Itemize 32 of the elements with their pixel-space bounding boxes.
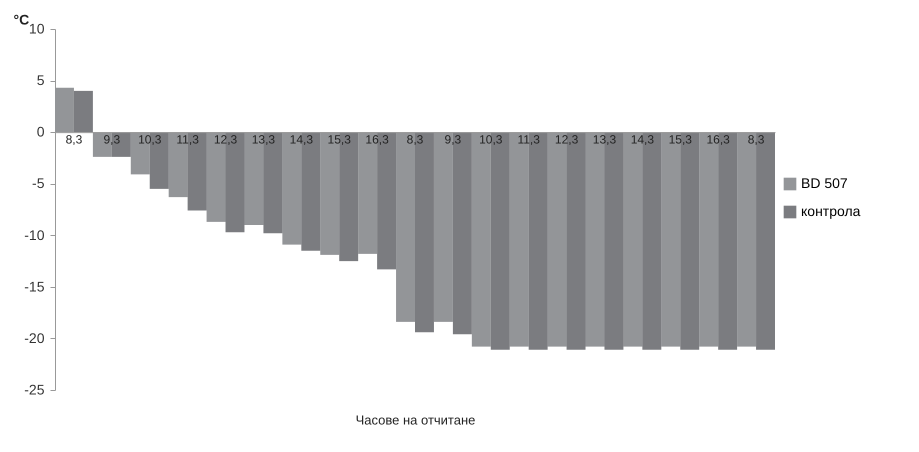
x-tick-label: 10,3 [138, 132, 162, 147]
x-tick-label: 13,3 [592, 132, 616, 147]
y-tick-label: -15 [24, 278, 45, 294]
x-tick-label: 14,3 [630, 132, 654, 147]
y-tick-label: -10 [24, 226, 45, 243]
y-tick-label: -25 [24, 382, 45, 398]
x-tick-label: 15,3 [668, 132, 692, 147]
x-tick-label: 12,3 [214, 132, 238, 147]
x-tick-label: 16,3 [365, 132, 390, 147]
x-tick-label: 8,3 [406, 132, 424, 147]
x-axis-title: Часове на отчитане [356, 412, 476, 428]
y-tick-label: 10 [28, 20, 45, 36]
x-tick-label: 11,3 [517, 132, 540, 147]
y-tick-label: 5 [36, 72, 45, 88]
legend-label: контрола [801, 203, 861, 220]
x-tick-label: 11,3 [176, 132, 200, 147]
y-tick-label: -20 [24, 330, 45, 346]
y-axis-title: °C [14, 12, 30, 28]
y-tick-label: -5 [32, 175, 45, 192]
x-tick-label: 14,3 [290, 132, 314, 147]
x-tick-label: 15,3 [328, 132, 352, 147]
x-tick-label: 8,3 [66, 132, 83, 147]
legend-label: BD 507 [801, 175, 848, 192]
x-tick-label: 9,3 [444, 132, 462, 147]
x-tick-label: 10,3 [479, 132, 503, 147]
x-tick-label: 13,3 [252, 132, 276, 147]
bar [74, 90, 93, 132]
x-tick-label: 16,3 [706, 132, 730, 147]
x-tick-label: 9,3 [104, 132, 121, 147]
y-tick-label: 0 [36, 124, 45, 140]
x-tick-label: 12,3 [554, 132, 579, 147]
x-tick-label: 8,3 [748, 132, 765, 147]
